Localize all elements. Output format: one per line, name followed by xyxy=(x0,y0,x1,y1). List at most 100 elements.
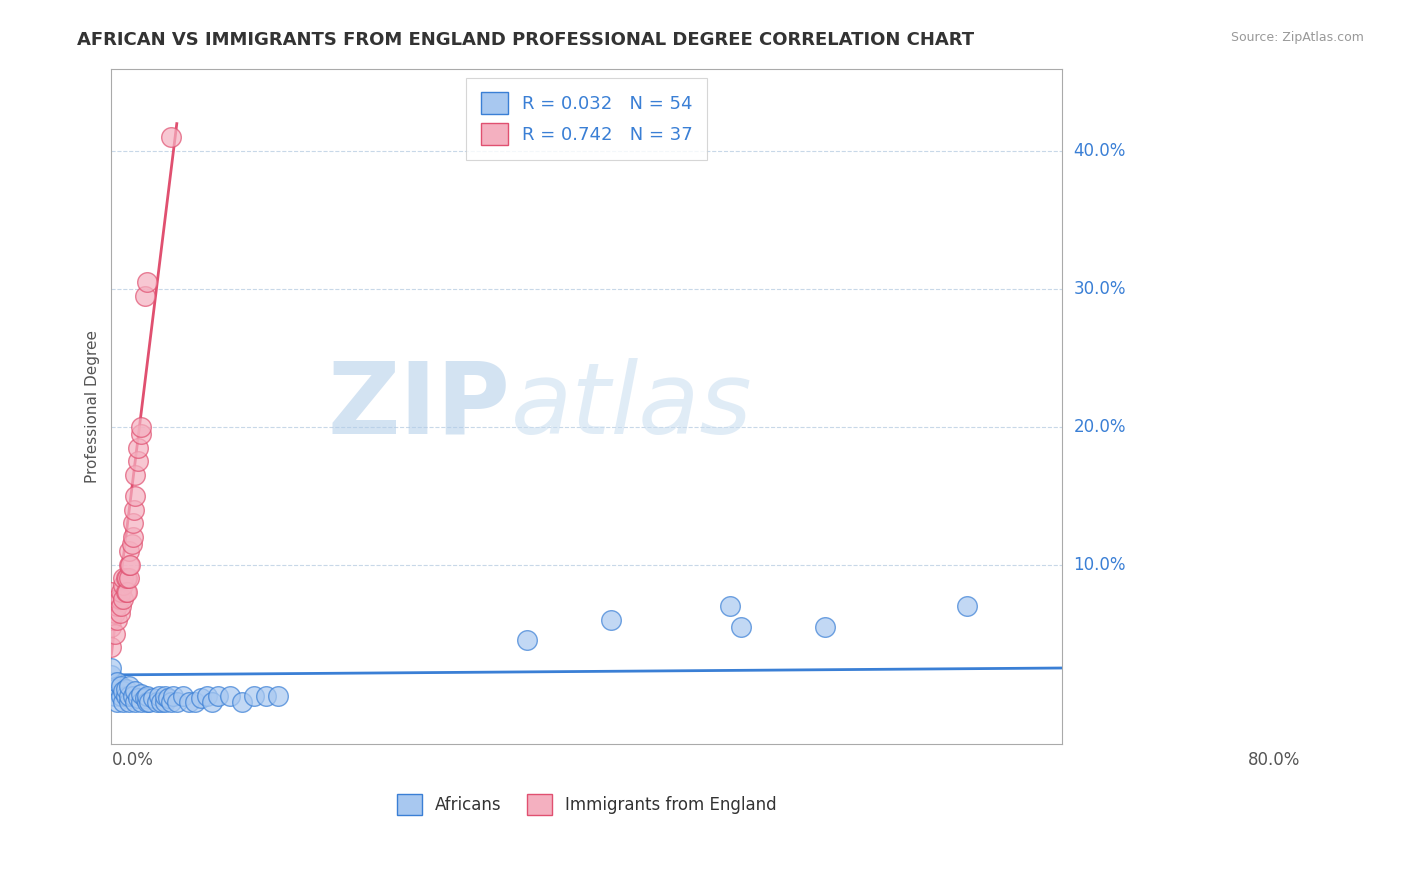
Point xyxy=(148,689,170,703)
Point xyxy=(166,696,188,710)
Point xyxy=(145,696,167,710)
Point xyxy=(118,571,141,585)
Point xyxy=(112,578,135,592)
Point xyxy=(108,592,131,607)
Point xyxy=(100,674,122,689)
Point xyxy=(100,613,122,627)
Y-axis label: Professional Degree: Professional Degree xyxy=(86,330,100,483)
Point xyxy=(112,571,135,585)
Point xyxy=(118,679,141,693)
Text: AFRICAN VS IMMIGRANTS FROM ENGLAND PROFESSIONAL DEGREE CORRELATION CHART: AFRICAN VS IMMIGRANTS FROM ENGLAND PROFE… xyxy=(77,31,974,49)
Point xyxy=(100,668,122,682)
Point xyxy=(162,689,184,703)
Point xyxy=(124,489,146,503)
Point xyxy=(172,689,194,703)
Point xyxy=(114,681,136,696)
Point xyxy=(115,571,138,585)
Point xyxy=(207,689,229,703)
Point xyxy=(100,661,122,675)
Point xyxy=(134,289,156,303)
Point xyxy=(150,696,173,710)
Point xyxy=(112,592,135,607)
Point xyxy=(121,530,143,544)
Point xyxy=(190,691,212,706)
Point xyxy=(121,516,143,531)
Point xyxy=(105,599,128,613)
Point xyxy=(100,640,122,655)
Point xyxy=(127,454,149,468)
Point xyxy=(110,599,132,613)
Point xyxy=(124,468,146,483)
Point xyxy=(956,599,979,613)
Point xyxy=(108,606,131,620)
Point xyxy=(110,585,132,599)
Point xyxy=(112,696,135,710)
Point xyxy=(195,689,218,703)
Point xyxy=(177,696,200,710)
Point xyxy=(136,689,159,703)
Point xyxy=(142,691,165,706)
Point xyxy=(516,633,538,648)
Point xyxy=(160,696,183,710)
Point xyxy=(112,684,135,698)
Point xyxy=(104,606,127,620)
Legend: Africans, Immigrants from England: Africans, Immigrants from England xyxy=(388,786,785,823)
Point xyxy=(105,592,128,607)
Point xyxy=(157,691,180,706)
Point xyxy=(114,689,136,703)
Point xyxy=(127,441,149,455)
Point xyxy=(124,696,146,710)
Point xyxy=(129,426,152,441)
Point xyxy=(127,691,149,706)
Point xyxy=(118,689,141,703)
Text: 80.0%: 80.0% xyxy=(1247,750,1301,769)
Point xyxy=(136,696,159,710)
Point xyxy=(129,687,152,701)
Point xyxy=(730,620,752,634)
Point xyxy=(110,679,132,693)
Text: 20.0%: 20.0% xyxy=(1073,417,1126,436)
Point xyxy=(122,502,145,516)
Point xyxy=(136,275,159,289)
Text: 40.0%: 40.0% xyxy=(1073,142,1126,161)
Text: atlas: atlas xyxy=(510,358,752,455)
Point xyxy=(153,696,176,710)
Point xyxy=(124,684,146,698)
Point xyxy=(599,613,621,627)
Point xyxy=(114,571,136,585)
Point xyxy=(138,696,160,710)
Point xyxy=(105,674,128,689)
Point xyxy=(118,696,141,710)
Text: 0.0%: 0.0% xyxy=(111,750,153,769)
Point xyxy=(243,689,266,703)
Point xyxy=(103,681,125,696)
Point xyxy=(129,696,152,710)
Point xyxy=(120,558,142,572)
Point xyxy=(129,420,152,434)
Point xyxy=(105,613,128,627)
Point xyxy=(100,620,122,634)
Point xyxy=(118,544,141,558)
Point xyxy=(219,689,242,703)
Point xyxy=(110,689,132,703)
Text: ZIP: ZIP xyxy=(328,358,510,455)
Text: 10.0%: 10.0% xyxy=(1073,556,1126,574)
Text: Source: ZipAtlas.com: Source: ZipAtlas.com xyxy=(1230,31,1364,45)
Point xyxy=(813,620,835,634)
Point xyxy=(121,537,143,551)
Point xyxy=(254,689,277,703)
Point xyxy=(104,689,127,703)
Point xyxy=(121,689,143,703)
Point xyxy=(100,585,122,599)
Point xyxy=(718,599,741,613)
Point xyxy=(201,696,224,710)
Point xyxy=(114,585,136,599)
Point xyxy=(153,689,176,703)
Point xyxy=(231,696,253,710)
Point xyxy=(134,691,156,706)
Text: 30.0%: 30.0% xyxy=(1073,280,1126,298)
Point xyxy=(183,696,205,710)
Point xyxy=(104,626,127,640)
Point xyxy=(115,585,138,599)
Point xyxy=(118,558,141,572)
